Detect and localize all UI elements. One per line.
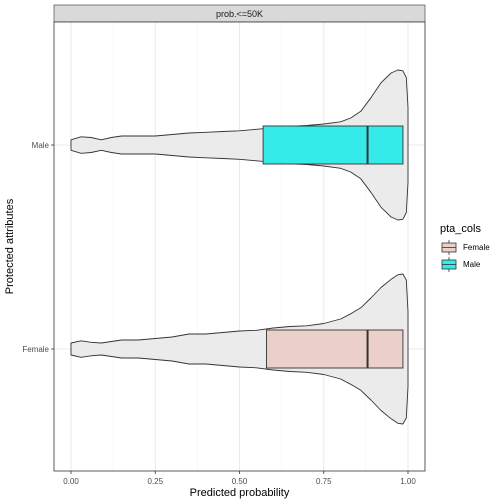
legend-title: pta_cols [440, 223, 481, 235]
y-axis-label: Protected attributes [4, 198, 16, 294]
boxes [262, 125, 404, 369]
y-axis-ticks: Male Female [22, 141, 54, 354]
x-tick-label: 1.00 [400, 477, 416, 486]
x-tick-label: 0.00 [63, 477, 79, 486]
box-male [262, 125, 404, 165]
legend-label: Female [463, 243, 490, 252]
x-tick-label: 0.50 [232, 477, 248, 486]
y-tick-label: Female [22, 345, 49, 354]
box-female [266, 329, 404, 369]
legend-entry: Male [441, 257, 481, 272]
x-tick-label: 0.75 [316, 477, 332, 486]
x-axis-label: Predicted probability [190, 487, 290, 499]
x-tick-label: 0.25 [147, 477, 163, 486]
violin-male [70, 69, 409, 221]
legend-entry: Female [441, 240, 490, 255]
x-axis-ticks: 0.00 0.25 0.50 0.75 1.00 [63, 471, 416, 486]
legend: pta_cols Female Male [440, 223, 490, 272]
legend-label: Male [463, 260, 481, 269]
y-tick-label: Male [32, 141, 50, 150]
facet-label: prob.<=50K [216, 9, 263, 19]
violins [70, 69, 409, 425]
violin-female [70, 273, 409, 425]
